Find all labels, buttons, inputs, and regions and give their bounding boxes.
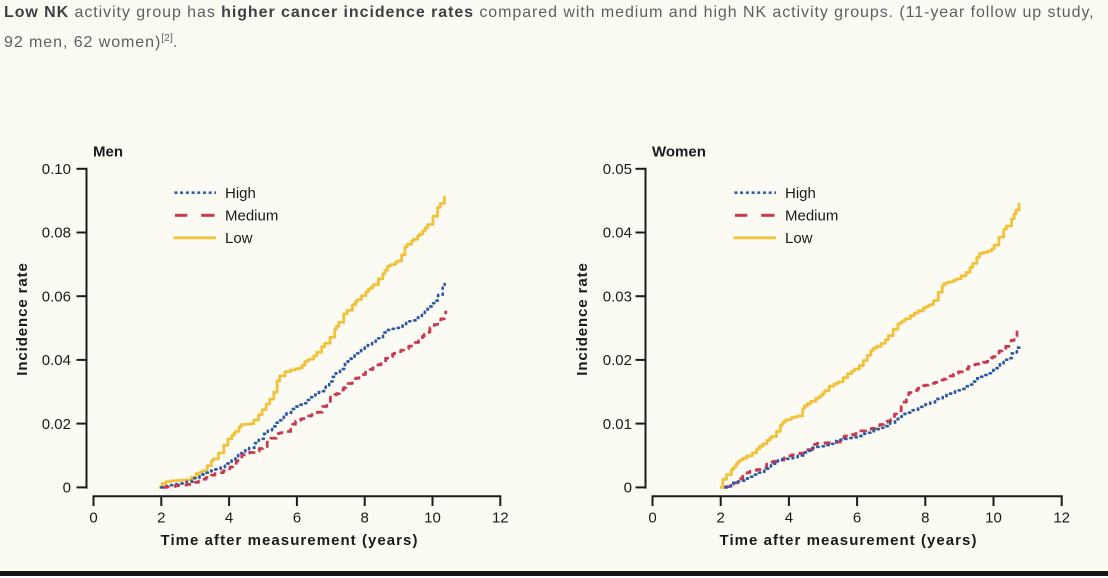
svg-text:0.10: 0.10 xyxy=(42,161,71,178)
svg-text:4: 4 xyxy=(225,510,233,527)
svg-text:10: 10 xyxy=(985,510,1002,527)
svg-text:2: 2 xyxy=(717,510,725,527)
svg-text:0: 0 xyxy=(648,510,656,527)
svg-text:0.01: 0.01 xyxy=(603,416,632,433)
svg-text:High: High xyxy=(225,185,256,202)
svg-text:2: 2 xyxy=(157,510,165,527)
svg-text:Medium: Medium xyxy=(785,208,838,225)
svg-text:0.03: 0.03 xyxy=(603,288,632,305)
svg-text:0.08: 0.08 xyxy=(42,225,71,242)
svg-text:0: 0 xyxy=(63,480,71,497)
svg-text:Men: Men xyxy=(93,144,123,161)
svg-text:Time after measurement (years): Time after measurement (years) xyxy=(161,532,419,549)
svg-text:12: 12 xyxy=(1053,510,1070,527)
svg-text:0.02: 0.02 xyxy=(42,416,71,433)
svg-text:0: 0 xyxy=(624,480,632,497)
svg-text:12: 12 xyxy=(492,510,509,527)
svg-text:4: 4 xyxy=(785,510,793,527)
svg-text:6: 6 xyxy=(293,510,301,527)
svg-text:Women: Women xyxy=(652,144,706,161)
svg-text:0: 0 xyxy=(89,510,97,527)
svg-text:High: High xyxy=(785,185,816,202)
svg-text:10: 10 xyxy=(424,510,441,527)
svg-text:Low: Low xyxy=(785,230,813,247)
svg-text:0.04: 0.04 xyxy=(42,352,71,369)
svg-text:Medium: Medium xyxy=(225,208,278,225)
svg-text:8: 8 xyxy=(921,510,929,527)
svg-text:0.05: 0.05 xyxy=(603,161,632,178)
svg-text:Incidence rate: Incidence rate xyxy=(574,262,591,375)
svg-text:8: 8 xyxy=(361,510,369,527)
svg-text:Low: Low xyxy=(225,230,253,247)
svg-text:Time after measurement (years): Time after measurement (years) xyxy=(720,532,978,549)
svg-text:6: 6 xyxy=(853,510,861,527)
svg-text:0.06: 0.06 xyxy=(42,288,71,305)
svg-text:0.02: 0.02 xyxy=(603,352,632,369)
svg-text:Incidence rate: Incidence rate xyxy=(14,262,31,375)
svg-text:0.04: 0.04 xyxy=(603,225,632,242)
